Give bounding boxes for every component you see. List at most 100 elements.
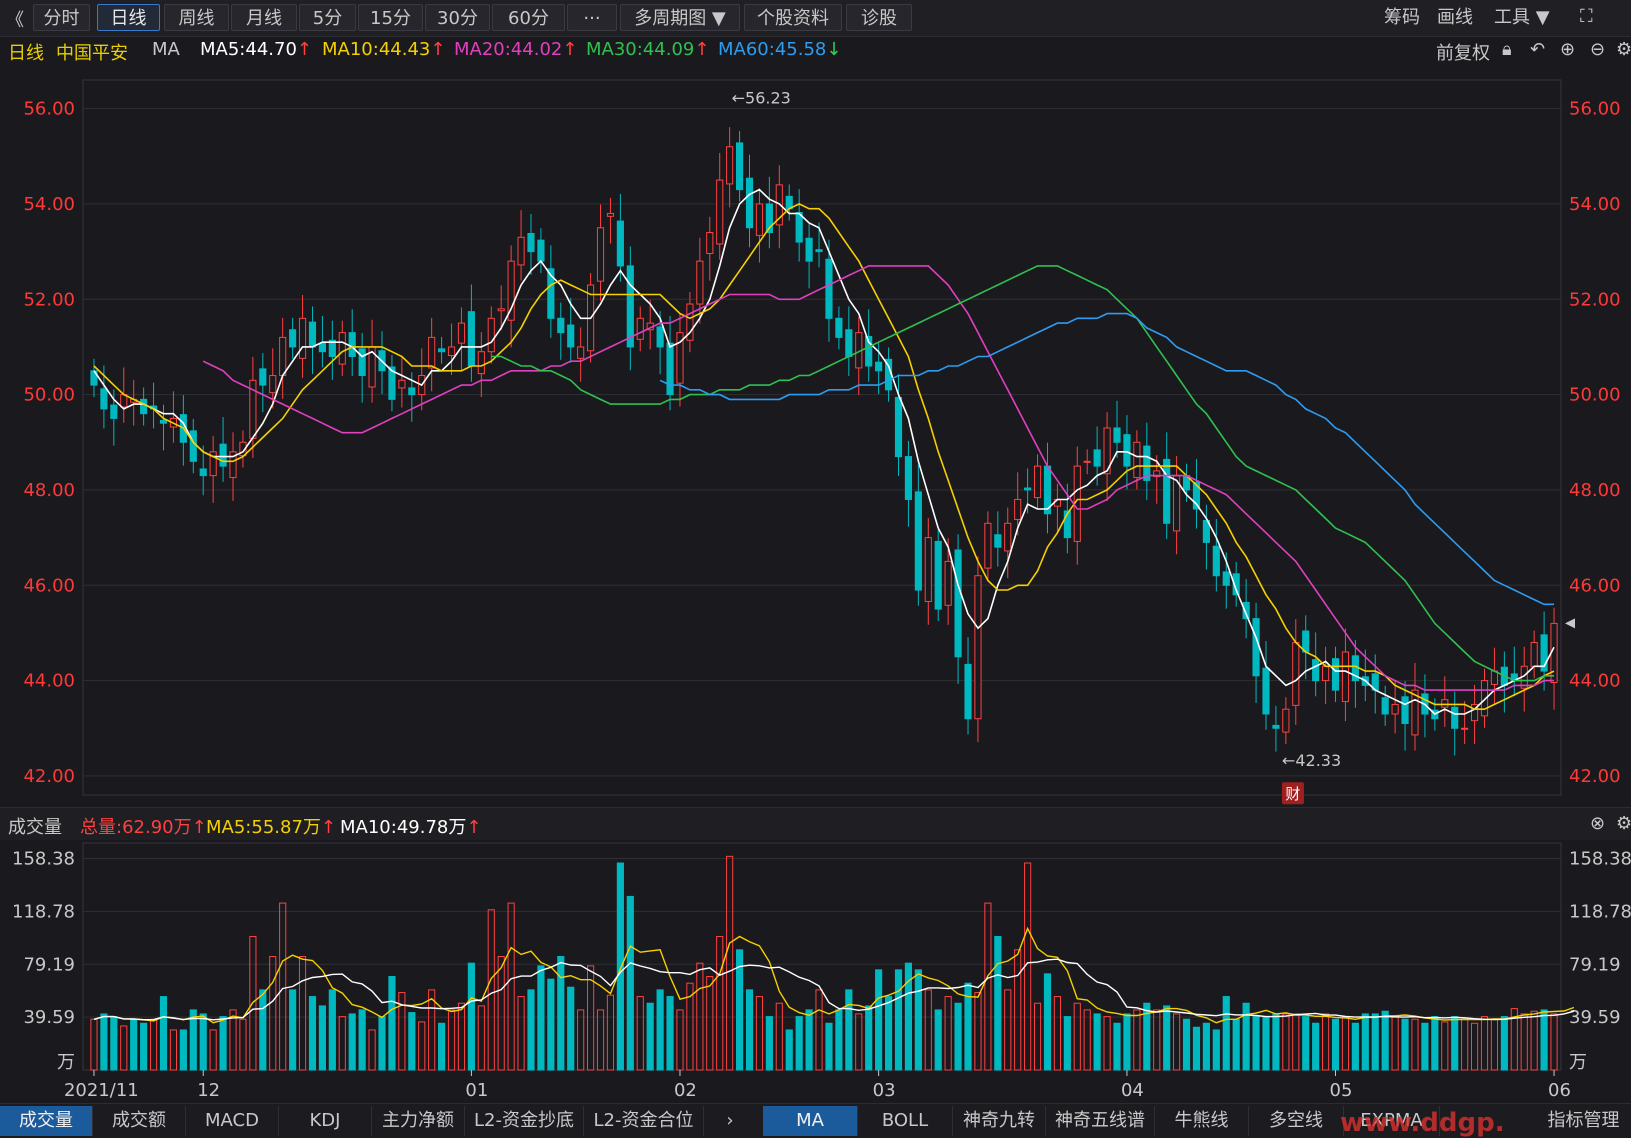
adjust-mode[interactable]: 前复权: [1436, 43, 1490, 64]
period-tab[interactable]: 分时: [33, 4, 90, 31]
period-tab[interactable]: 15分: [358, 4, 423, 31]
date-label: 03: [873, 1080, 896, 1101]
stock-chart[interactable]: 56.00 56.00 54.00 54.00 52.00 52.00 50.00 50.00…: [0, 0, 1631, 1103]
total-volume-legend: 总量:62.90万↑: [80, 817, 207, 838]
draw-line-button[interactable]: 画线: [1437, 7, 1473, 28]
indicator-tab[interactable]: 成交量: [0, 1106, 93, 1136]
volume-bar: [835, 1009, 843, 1071]
indicator-name[interactable]: MA: [152, 39, 180, 60]
volume-bar: [159, 996, 168, 1071]
candle-body: [1063, 510, 1071, 539]
volume-bar: [1153, 1009, 1161, 1071]
indicator-tab[interactable]: L2-资金抄底: [465, 1106, 584, 1136]
period-tab[interactable]: 多周期图 ▼: [620, 4, 740, 31]
period-tab[interactable]: ···: [567, 4, 617, 31]
candle-body: [875, 361, 883, 372]
ma5-line: [93, 188, 1555, 715]
volume-bar: [1033, 1002, 1042, 1071]
volume-bar: [1361, 1013, 1369, 1071]
indicator-tab[interactable]: L2-资金合位: [584, 1106, 704, 1136]
candle-body: [636, 317, 644, 340]
candle-body: [815, 249, 823, 253]
price-tick-right: 44.00: [1569, 671, 1621, 692]
candle-body: [696, 260, 704, 305]
volume-bar: [189, 1009, 197, 1071]
period-tab[interactable]: 周线: [164, 4, 229, 31]
period-tab[interactable]: 60分: [492, 4, 565, 31]
candle-body: [1123, 434, 1131, 467]
volume-bar: [1202, 1022, 1210, 1071]
indicator-tab[interactable]: MACD: [186, 1106, 279, 1136]
volume-bar: [1371, 1013, 1379, 1071]
period-tab[interactable]: 30分: [425, 4, 490, 31]
period-tab[interactable]: 5分: [299, 4, 356, 31]
indicator-tab[interactable]: KDJ: [279, 1106, 372, 1136]
volume-bar: [1093, 1013, 1101, 1071]
period-tab[interactable]: 月线: [231, 4, 297, 31]
candle-body: [328, 339, 336, 357]
volume-bar: [249, 935, 257, 1071]
candle-body: [100, 388, 108, 410]
volume-bar: [944, 996, 952, 1071]
volume-bar: [1302, 1016, 1310, 1071]
volume-bar: [100, 1013, 108, 1071]
candle-body: [755, 203, 764, 236]
volume-bar: [398, 992, 406, 1071]
volume-bar: [338, 1016, 346, 1071]
close-icon[interactable]: ⊗: [1590, 813, 1606, 834]
overlay-tab[interactable]: 牛熊线: [1155, 1106, 1249, 1136]
lock-icon[interactable]: 🔒︎: [1502, 39, 1512, 60]
volume-bar: [894, 969, 903, 1071]
candle-body: [845, 329, 853, 357]
candle-body: [795, 212, 803, 243]
undo-icon[interactable]: ↶: [1530, 39, 1546, 60]
candle-body: [1292, 641, 1300, 706]
volume-bar: [308, 996, 317, 1071]
indicator-tabs: 成交量 成交额 MACD KDJ 主力净额 L2-资金抄底 L2-资金合位 › MA BOLL…: [0, 1103, 1631, 1138]
candle-body: [1470, 703, 1479, 722]
volume-bar: [517, 996, 525, 1071]
ma10-line: [93, 203, 1555, 711]
volume-bar: [289, 989, 297, 1071]
overlay-tab[interactable]: 多空线: [1249, 1106, 1344, 1136]
zoom-in-icon[interactable]: ⊕: [1560, 39, 1576, 60]
date-axis: 2021/11 12 01 02 03 04 05 06: [64, 1070, 1571, 1101]
volume-bar: [348, 1013, 356, 1071]
volume-bar: [1103, 1016, 1111, 1071]
back-icon[interactable]: 《: [6, 10, 24, 31]
candle-body: [289, 329, 297, 348]
fullscreen-icon[interactable]: ⛶: [1580, 6, 1593, 27]
period-tab[interactable]: 个股资料: [744, 4, 842, 31]
volume-bar: [298, 956, 307, 1071]
candle-body: [1033, 465, 1042, 499]
tools-button[interactable]: 工具 ▼: [1494, 7, 1550, 28]
overlay-tab[interactable]: BOLL: [858, 1106, 953, 1136]
chips-button[interactable]: 筹码: [1384, 7, 1420, 28]
period-tab[interactable]: 日线: [97, 4, 160, 31]
zoom-out-icon[interactable]: ⊖: [1590, 39, 1606, 60]
gear-icon[interactable]: ⚙: [1616, 813, 1631, 834]
volume-bar: [1163, 1005, 1171, 1071]
volume-bar: [1391, 1016, 1399, 1071]
indicator-tab[interactable]: 成交额: [93, 1106, 186, 1136]
overlay-tab[interactable]: MA: [763, 1106, 858, 1136]
chevron-right-icon[interactable]: ›: [726, 1110, 734, 1131]
overlay-tab[interactable]: EXPMA: [1344, 1106, 1440, 1136]
volume-bar: [1540, 1009, 1548, 1071]
volume-bar: [1530, 1010, 1538, 1071]
candle-body: [557, 317, 565, 334]
volume-bar: [1232, 1018, 1240, 1071]
volume-title: 成交量: [8, 817, 62, 838]
indicator-manage-button[interactable]: 指标管理: [1547, 1110, 1620, 1131]
overlay-tab[interactable]: 神奇五线谱: [1046, 1106, 1155, 1136]
overlay-tab[interactable]: 神奇九转: [953, 1106, 1046, 1136]
volume-bar: [1242, 1002, 1250, 1071]
volume-bar: [745, 989, 754, 1071]
volume-bar: [259, 989, 267, 1071]
indicator-tab[interactable]: 主力净额: [372, 1106, 465, 1136]
period-tab[interactable]: 诊股: [846, 4, 912, 31]
candle-body: [1341, 651, 1350, 703]
gear-icon[interactable]: ⚙: [1616, 39, 1631, 60]
volume-legend-bar: 成交量 总量:62.90万↑ MA5:55.87万↑ MA10:49.78万↑ …: [0, 807, 1631, 840]
volume-bar: [696, 962, 704, 1071]
